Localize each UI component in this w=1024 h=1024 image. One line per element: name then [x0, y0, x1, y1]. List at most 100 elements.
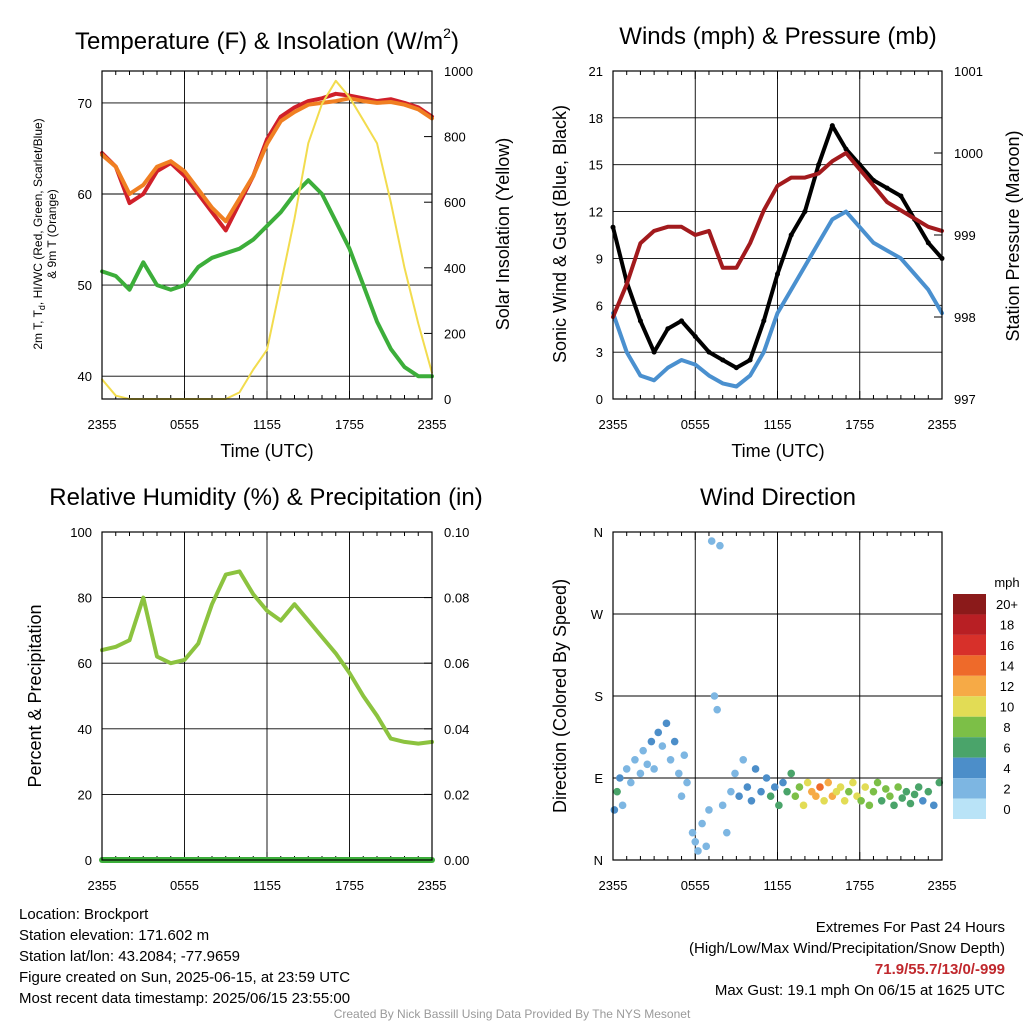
temperature-xtick-label: 1755: [335, 417, 364, 432]
wind-gust-point: [816, 162, 822, 168]
station-info: Location: Brockport Station elevation: 1…: [19, 904, 350, 1009]
direction-point: [694, 847, 702, 855]
recent-text: Most recent data timestamp: 2025/06/15 2…: [19, 990, 351, 1007]
direction-point: [613, 787, 621, 796]
wind-gust-point: [733, 365, 739, 371]
colorbar-swatch: [953, 594, 986, 615]
wind-title: Winds (mph) & Pressure (mb): [619, 23, 936, 50]
wind-ytick-label: 9: [596, 251, 603, 266]
direction-point: [919, 796, 927, 805]
colorbar-swatch: [953, 634, 986, 656]
temperature-title: Temperature (F) & Insolation (W/m2): [75, 25, 459, 55]
humidity-ytick-label: 40: [78, 722, 92, 737]
direction-point: [890, 801, 898, 810]
direction-point: [836, 783, 845, 791]
direction-point: [710, 692, 719, 700]
direction-point: [743, 783, 752, 791]
colorbar-label: 20+: [996, 597, 1018, 612]
direction-point: [910, 790, 919, 799]
humidity-xtick-label: 2355: [88, 878, 117, 893]
direction-point: [731, 769, 739, 778]
temperature-y2tick-label: 0: [444, 392, 451, 407]
wind-y2tick-label: 999: [954, 228, 976, 243]
wind-plot-area: 2355 0555 1155 1755 2355 0 3 6 9 12 15 18 21 997 998 99…: [589, 64, 983, 432]
colorbar-label: 0: [1003, 802, 1010, 817]
wind-frame: [612, 70, 943, 400]
direction-point: [702, 842, 711, 851]
humidity-ytick-label: 0: [85, 853, 92, 868]
direction-point: [616, 774, 624, 782]
wind-gust-point: [843, 146, 849, 152]
wind-y2tick-label: 997: [954, 392, 976, 407]
direction-point: [707, 537, 716, 545]
direction-point: [820, 796, 828, 805]
colorbar-label: 14: [1000, 659, 1014, 674]
direction-point: [787, 769, 796, 778]
humidity-series-relative-humidity: [100, 569, 434, 746]
direction-point: [631, 755, 639, 764]
direction-point: [894, 783, 902, 791]
direction-point: [618, 801, 627, 810]
direction-ylabel: Direction (Colored By Speed): [550, 579, 570, 813]
colorbar-swatch: [953, 757, 986, 779]
wind-ylabel: Sonic Wind & Gust (Blue, Black): [550, 105, 570, 363]
direction-point: [824, 778, 833, 787]
colorbar-label: 18: [1000, 618, 1014, 633]
direction-ytick-label: N: [594, 853, 603, 868]
direction-title: Wind Direction: [700, 484, 856, 511]
extremes-title: Extremes For Past 24 Hours: [815, 919, 1005, 936]
wind-xtick-label: 2355: [928, 417, 957, 432]
colorbar-swatch: [953, 675, 986, 697]
direction-point: [636, 769, 645, 778]
wind-gust-point: [802, 209, 808, 215]
direction-point: [610, 806, 619, 814]
direction-point: [639, 746, 647, 755]
direction-point: [902, 787, 911, 796]
humidity-y2tick-label: 0.00: [444, 853, 469, 868]
colorbar-label: 4: [1003, 761, 1010, 776]
humidity-plot-area: 2355 0555 1155 1755 2355 0 20 40 60 80 100 0.00 0.02…: [70, 525, 469, 893]
temperature-xtick-label: 1155: [253, 417, 281, 432]
humidity-xtick-label: 1755: [335, 878, 364, 893]
colorbar-label: 8: [1003, 720, 1010, 735]
direction-ytick-label: E: [594, 771, 603, 786]
humidity-title: Relative Humidity (%) & Precipitation (i…: [49, 484, 482, 511]
direction-panel: Wind Direction Direction (Colored By Spe…: [550, 484, 1020, 893]
direction-point: [705, 806, 713, 814]
humidity-xtick-label: 2355: [418, 878, 447, 893]
extremes-legend: (High/Low/Max Wind/Precipitation/Snow De…: [689, 940, 1005, 957]
direction-point: [713, 705, 721, 714]
wind-xtick-label: 2355: [599, 417, 628, 432]
direction-xtick-label: 1155: [764, 878, 792, 893]
temperature-ytick-label: 60: [78, 187, 92, 202]
colorbar-title: mph: [994, 575, 1019, 590]
temperature-xtick-label: 2355: [418, 417, 447, 432]
direction-point: [716, 541, 724, 550]
direction-point: [650, 765, 658, 773]
wind-gust-point: [829, 123, 835, 129]
direction-point: [751, 765, 760, 773]
direction-point: [816, 783, 824, 791]
direction-point: [722, 828, 731, 837]
direction-point: [812, 792, 820, 801]
temperature-xlabel: Time (UTC): [220, 441, 313, 461]
direction-point: [844, 787, 853, 796]
wind-panel: Winds (mph) & Pressure (mb) Sonic Wind &…: [550, 23, 1023, 461]
humidity-y2tick-label: 0.06: [444, 656, 469, 671]
direction-point: [647, 737, 656, 746]
wind-ytick-label: 12: [589, 205, 603, 220]
direction-point: [735, 792, 743, 801]
credit-text: Created By Nick Bassill Using Data Provi…: [333, 1007, 691, 1021]
wind-series-station-pressure: [611, 151, 944, 319]
wind-ytick-label: 0: [596, 392, 603, 407]
direction-point: [670, 737, 679, 746]
wind-y2tick-label: 1001: [954, 64, 983, 79]
direction-point: [770, 783, 779, 791]
colorbar-swatch: [953, 778, 986, 799]
humidity-y2tick-label: 0.08: [444, 591, 469, 606]
direction-point: [675, 769, 683, 778]
temperature-y2tick-label: 200: [444, 326, 466, 341]
temperature-frame: [101, 70, 433, 400]
direction-point: [666, 755, 675, 764]
